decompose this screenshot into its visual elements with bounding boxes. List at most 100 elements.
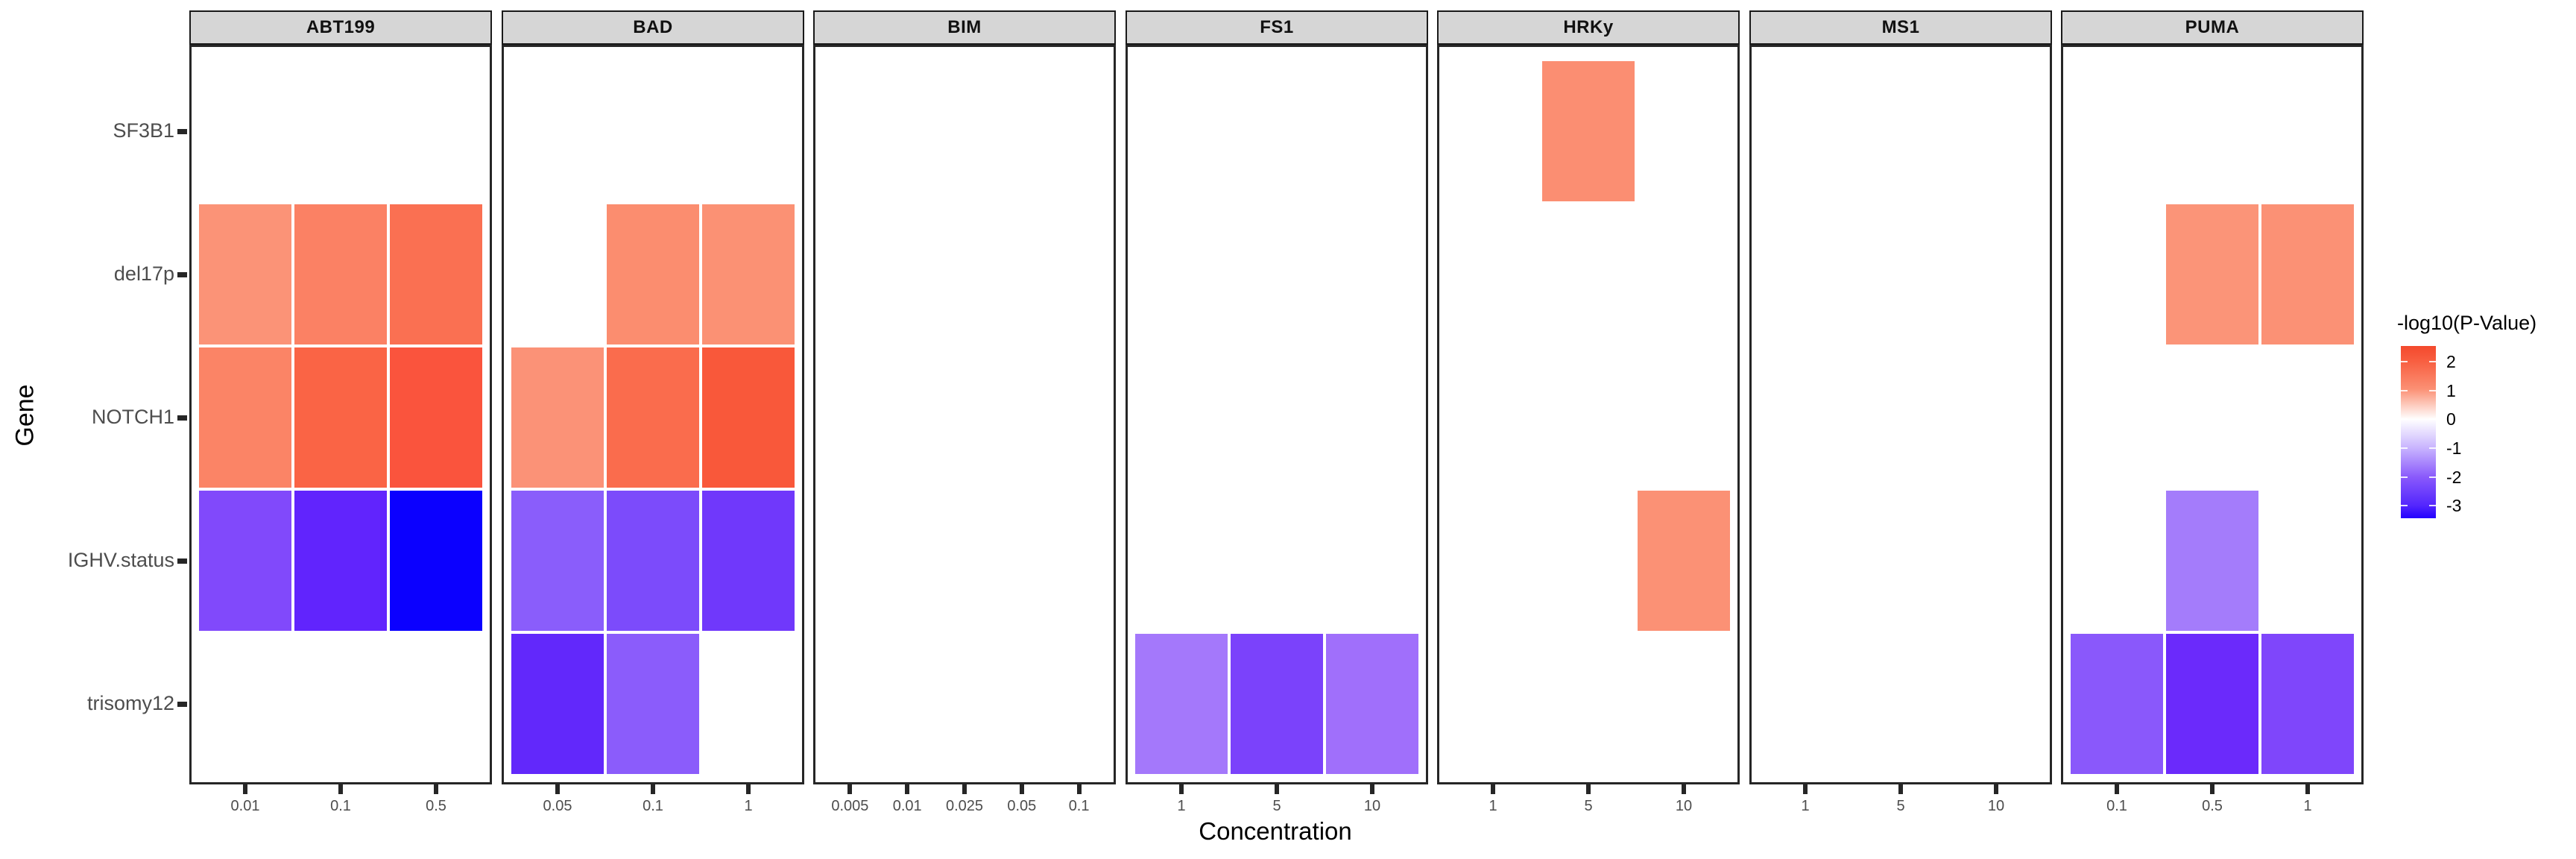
heatmap-cell-BAD-NOTCH1-1 xyxy=(701,346,796,489)
facet-strip-label: BAD xyxy=(633,17,673,37)
panel-plot-area-PUMA xyxy=(2061,45,2364,784)
heatmap-cell-ABT199-del17p-0.1 xyxy=(293,203,388,346)
legend-tick-label--3: -3 xyxy=(2446,495,2462,515)
x-tick-mark xyxy=(555,784,560,794)
facet-strip-BIM: BIM xyxy=(813,10,1116,45)
x-tick-mark xyxy=(1994,784,1998,794)
heatmap-cell-BAD-trisomy12-0.05 xyxy=(510,632,605,775)
x-tick-label: 5 xyxy=(1584,798,1593,814)
heatmap-cell-ABT199-NOTCH1-0.5 xyxy=(388,346,484,489)
facet-strip-label: HRKy xyxy=(1563,17,1614,37)
facet-strip-FS1: FS1 xyxy=(1126,10,1428,45)
heatmap-cell-BAD-IGHV.status-1 xyxy=(701,489,796,632)
facet-strip-HRKy: HRKy xyxy=(1437,10,1740,45)
x-tick-label: 1 xyxy=(744,798,753,814)
gene-axis-label-NOTCH1: NOTCH1 xyxy=(91,406,174,428)
heatmap-cell-BAD-trisomy12-0.1 xyxy=(605,632,701,775)
heatmap-cell-PUMA-del17p-1 xyxy=(2260,203,2355,346)
x-tick-mark xyxy=(2210,784,2214,794)
legend-tick-label--1: -1 xyxy=(2446,438,2462,458)
x-tick-mark xyxy=(1019,784,1024,794)
heatmap-cell-FS1-trisomy12-5 xyxy=(1229,632,1325,775)
x-tick-mark xyxy=(2305,784,2310,794)
heatmap-cell-ABT199-NOTCH1-0.1 xyxy=(293,346,388,489)
x-tick-label: 0.5 xyxy=(2202,798,2223,814)
legend-tick-label-2: 2 xyxy=(2446,352,2456,372)
x-tick-label: 5 xyxy=(1896,798,1905,814)
x-tick-mark xyxy=(1076,784,1082,794)
y-tick-mark xyxy=(177,271,187,277)
x-tick-label: 0.05 xyxy=(543,798,572,814)
x-tick-label: 1 xyxy=(1177,798,1186,814)
heatmap-cell-BAD-IGHV.status-0.05 xyxy=(510,489,605,632)
x-tick-mark xyxy=(962,784,967,794)
x-axis-title: Concentration xyxy=(1199,817,1352,845)
x-tick-label: 0.01 xyxy=(892,798,922,814)
panel-plot-area-ABT199 xyxy=(189,45,492,784)
legend-bar-tick-dash xyxy=(2401,418,2408,421)
x-tick-mark xyxy=(1275,784,1279,794)
gene-axis-label-IGHV.status: IGHV.status xyxy=(67,549,174,571)
x-tick-mark xyxy=(905,784,910,794)
x-tick-mark xyxy=(651,784,655,794)
panel-plot-area-HRKy xyxy=(1437,45,1740,784)
legend-bar-tick-dash xyxy=(2401,504,2408,506)
heatmap-cell-FS1-trisomy12-1 xyxy=(1134,632,1229,775)
heatmap-cell-BAD-NOTCH1-0.05 xyxy=(510,346,605,489)
legend-bar-tick-dash xyxy=(2429,389,2436,391)
y-tick-mark xyxy=(177,558,187,564)
gene-axis-label-SF3B1: SF3B1 xyxy=(113,119,174,142)
x-tick-label: 0.05 xyxy=(1007,798,1037,814)
x-tick-label: 0.5 xyxy=(426,798,446,814)
heatmap-cell-HRKy-IGHV.status-10 xyxy=(1636,489,1731,632)
legend-bar-tick-dash xyxy=(2401,389,2408,391)
legend-bar-tick-dash xyxy=(2429,476,2436,478)
facet-strip-BAD: BAD xyxy=(502,10,804,45)
panel-plot-area-BAD xyxy=(502,45,804,784)
x-tick-mark xyxy=(434,784,438,794)
x-tick-mark xyxy=(1803,784,1808,794)
x-tick-label: 10 xyxy=(1363,798,1381,814)
legend-tick-label-1: 1 xyxy=(2446,380,2456,400)
heatmap-cell-ABT199-IGHV.status-0.5 xyxy=(388,489,484,632)
heatmap-cell-BAD-IGHV.status-0.1 xyxy=(605,489,701,632)
x-tick-mark xyxy=(243,784,247,794)
x-tick-mark xyxy=(338,784,343,794)
facet-strip-label: BIM xyxy=(947,17,982,37)
facet-strip-label: FS1 xyxy=(1260,17,1294,37)
heatmap-cell-FS1-trisomy12-10 xyxy=(1325,632,1420,775)
gene-axis-label-trisomy12: trisomy12 xyxy=(86,692,174,714)
legend-bar-tick-dash xyxy=(2429,418,2436,421)
facet-strip-MS1: MS1 xyxy=(1749,10,2052,45)
legend-tick-label--2: -2 xyxy=(2446,467,2462,487)
heatmap-cell-BAD-del17p-0.1 xyxy=(605,203,701,346)
heatmap-cell-ABT199-del17p-0.5 xyxy=(388,203,484,346)
facet-strip-label: MS1 xyxy=(1881,17,1920,37)
x-tick-mark xyxy=(1898,784,1903,794)
x-tick-label: 0.005 xyxy=(831,798,869,814)
x-tick-mark xyxy=(2115,784,2119,794)
x-tick-label: 1 xyxy=(1801,798,1810,814)
legend-bar-tick-dash xyxy=(2429,447,2436,449)
colorbar-gradient xyxy=(2401,346,2436,518)
x-tick-label: 0.1 xyxy=(2106,798,2127,814)
facet-strip-ABT199: ABT199 xyxy=(189,10,492,45)
x-tick-label: 1 xyxy=(1489,798,1497,814)
heatmap-cell-BAD-NOTCH1-0.1 xyxy=(605,346,701,489)
x-tick-label: 10 xyxy=(1675,798,1693,814)
x-tick-label: 10 xyxy=(1987,798,2005,814)
x-tick-label: 0.1 xyxy=(643,798,663,814)
legend-bar-tick-dash xyxy=(2401,361,2408,363)
x-tick-mark xyxy=(1370,784,1374,794)
facet-strip-label: PUMA xyxy=(2185,17,2240,37)
legend-bar-tick-dash xyxy=(2429,361,2436,363)
x-tick-mark xyxy=(847,784,853,794)
legend-title: -log10(P-Value) xyxy=(2397,312,2537,334)
heatmap-cell-PUMA-trisomy12-0.1 xyxy=(2069,632,2165,775)
x-tick-mark xyxy=(1586,784,1591,794)
y-tick-mark xyxy=(177,128,187,134)
heatmap-cell-HRKy-SF3B1-5 xyxy=(1541,60,1636,203)
x-tick-label: 0.1 xyxy=(330,798,351,814)
heatmap-cell-ABT199-NOTCH1-0.01 xyxy=(198,346,293,489)
